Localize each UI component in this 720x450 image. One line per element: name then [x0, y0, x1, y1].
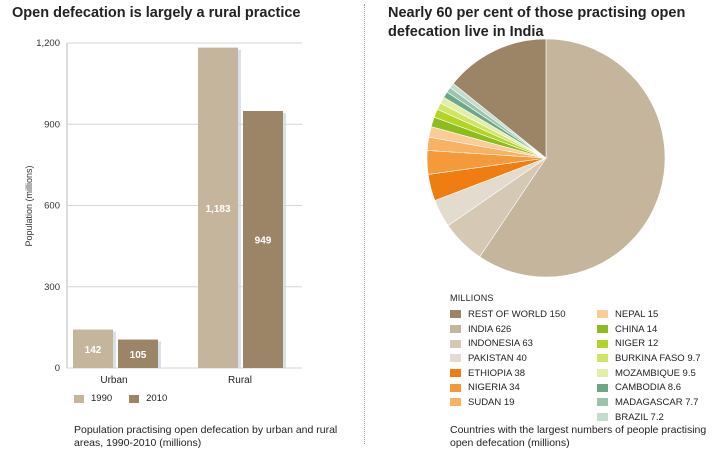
bar-rural-1990: [198, 47, 238, 369]
bar-value-label: 1,183: [205, 204, 230, 215]
pie-legend-label: BRAZIL 7.2: [615, 411, 664, 423]
legend-label-1990: 1990: [91, 393, 113, 404]
pie-legend-swatch: [597, 369, 608, 378]
pie-legend-swatch: [450, 325, 461, 334]
bar-shadow: [158, 341, 161, 368]
legend-swatch-2010: [129, 394, 140, 403]
pie-legend-label: INDIA 626: [468, 323, 512, 335]
pie-legend-swatch: [450, 354, 461, 363]
pie-legend-label: NIGER 12: [615, 338, 659, 350]
y-tick-label: 600: [44, 201, 60, 212]
pie-legend-swatch: [450, 383, 461, 392]
pie-slice-india: [479, 38, 666, 278]
pie-legend-swatch: [450, 398, 461, 407]
pie-legend-item: BRAZIL 7.2: [597, 410, 701, 425]
right-chart-title: Nearly 60 per cent of those practising o…: [388, 5, 686, 40]
pie-legend-swatch: [597, 310, 608, 319]
legend-swatch-1990: [74, 394, 84, 403]
pie-legend-label: REST OF WORLD 150: [468, 308, 566, 320]
x-category-label: Urban: [100, 375, 127, 386]
pie-legend-label: PAKISTAN 40: [468, 352, 527, 364]
panel-divider: [364, 4, 365, 444]
y-axis-label: Population (millions): [24, 165, 34, 246]
y-tick-label: 900: [44, 119, 60, 130]
pie-legend-swatch: [597, 339, 608, 348]
pie-legend-item: BURKINA FASO 9.7: [597, 351, 701, 366]
bar-shadow: [113, 331, 116, 368]
pie-legend-item: NEPAL 15: [597, 307, 701, 322]
pie-legend-header: MILLIONS: [450, 293, 494, 303]
legend-item-1990: 1990: [74, 393, 112, 404]
pie-legend-swatch: [597, 383, 608, 392]
pie-legend-label: SUDAN 19: [468, 396, 515, 408]
left-chart-title: Open defecation is largely a rural pract…: [12, 5, 301, 21]
legend-label-2010: 2010: [146, 393, 168, 404]
pie-legend-left: MILLIONS REST OF WORLD 150 INDIA 626 INDON…: [450, 293, 566, 410]
pie-legend-header-spacer: [597, 293, 701, 304]
pie-legend-item: PAKISTAN 40: [450, 351, 566, 366]
pie-legend-item: REST OF WORLD 150: [450, 307, 566, 322]
pie-chart: [426, 38, 666, 278]
pie-legend-item: MADAGASCAR 7.7: [597, 395, 701, 410]
bar-shadow: [238, 49, 241, 369]
bar-value-label: 949: [255, 235, 272, 246]
pie-legend-label: NEPAL 15: [615, 308, 659, 320]
pie-legend-label: INDONESIA 63: [468, 338, 533, 350]
pie-legend-item: CHINA 14: [597, 322, 701, 337]
pie-legend-swatch: [597, 398, 608, 407]
pie-legend-item: INDONESIA 63: [450, 336, 566, 351]
pie-legend-label: CAMBODIA 8.6: [615, 382, 681, 394]
bar-urban-2010: [118, 339, 158, 368]
pie-legend-swatch: [450, 310, 461, 319]
bar-value-label: 142: [85, 345, 102, 356]
pie-legend-label: ETHIOPIA 38: [468, 367, 526, 379]
bar-shadow: [283, 112, 286, 369]
y-tick-label: 1,200: [36, 38, 60, 49]
pie-legend-item: MOZAMBIQUE 9.5: [597, 366, 701, 381]
legend-item-2010: 2010: [129, 393, 167, 404]
pie-legend-label: MOZAMBIQUE 9.5: [615, 367, 696, 379]
pie-legend-item: INDIA 626: [450, 322, 566, 337]
pie-legend-swatch: [597, 354, 608, 363]
pie-chart-caption: Countries with the largest numbers of pe…: [450, 424, 707, 449]
pie-legend-right: NEPAL 15 CHINA 14 NIGER 12 BURKINA FASO 9.7…: [597, 293, 701, 425]
pie-legend-label: NIGERIA 34: [468, 382, 520, 394]
pie-legend-item: SUDAN 19: [450, 395, 566, 410]
y-tick-label: 300: [44, 282, 60, 293]
pie-legend-swatch: [450, 369, 461, 378]
bar-legend: 1990 2010: [74, 393, 184, 404]
pie-legend-item: NIGERIA 34: [450, 380, 566, 395]
pie-legend-swatch: [597, 325, 608, 334]
pie-legend-label: CHINA 14: [615, 323, 658, 335]
bar-chart: 0 300 600 900 1,200 Population (millions) 142 1…: [24, 38, 302, 386]
pie-legend-label: MADAGASCAR 7.7: [615, 396, 699, 408]
pie-slice-rest-of-world: [452, 38, 547, 159]
pie-legend-label: BURKINA FASO 9.7: [615, 352, 701, 364]
pie-legend-item: CAMBODIA 8.6: [597, 380, 701, 395]
bar-rural-2010: [243, 110, 283, 369]
bar-value-label: 105: [130, 350, 147, 361]
pie-legend-swatch: [597, 413, 608, 422]
y-tick-label: 0: [55, 363, 60, 374]
pie-legend-item: ETHIOPIA 38: [450, 366, 566, 381]
bar-chart-caption: Population practising open defecation by…: [74, 424, 338, 449]
pie-legend-item: NIGER 12: [597, 336, 701, 351]
x-category-label: Rural: [228, 375, 252, 386]
bar-urban-1990: [73, 329, 113, 368]
pie-legend-swatch: [450, 339, 461, 348]
